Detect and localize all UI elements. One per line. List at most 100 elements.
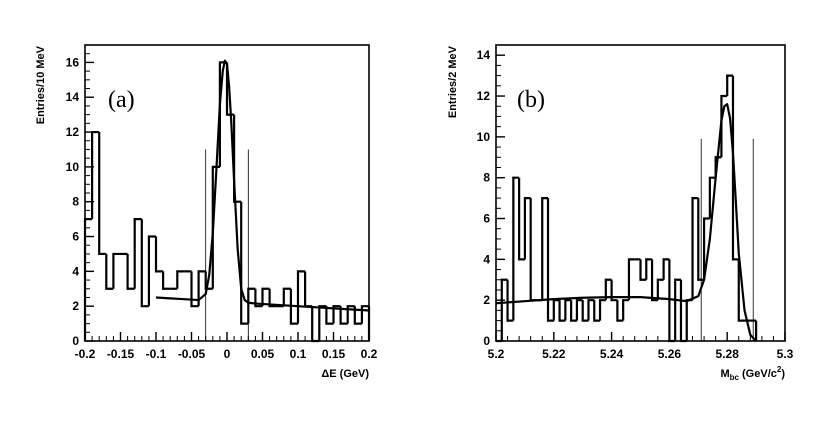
- a-x-tick-label: -0.2: [75, 347, 96, 361]
- b-bin: [587, 299, 595, 321]
- a-fit: [155, 59, 370, 312]
- b-bin: [500, 278, 508, 341]
- a-signal-window: [205, 149, 249, 341]
- a-bin: [332, 305, 341, 324]
- b-bin: [581, 300, 589, 322]
- b-y-tick-label: 2: [483, 293, 490, 307]
- a-bin: [147, 235, 156, 307]
- b-y-tick-label: 14: [477, 48, 491, 62]
- b-bin: [726, 74, 733, 97]
- a-bin: [282, 287, 291, 307]
- a-x-axis-label: ΔE (GeV): [321, 368, 369, 380]
- b-x-axis-label: Mbc (GeV/c2): [721, 365, 786, 382]
- a-bin: [197, 270, 206, 307]
- b-bin: [691, 197, 699, 301]
- a-bin: [325, 306, 334, 325]
- b-bin: [639, 259, 647, 281]
- b-bin: [720, 94, 728, 158]
- b-fit-curve: [495, 103, 757, 342]
- a-x-tick-label: 0.1: [290, 347, 307, 361]
- b-y-tick-label: 8: [483, 171, 490, 185]
- a-bin: [154, 236, 164, 273]
- b-axes: 5.2 5.22 5.24 5.26 5.28 5.3 0 2 4 6 8 10 12 14: [477, 44, 794, 361]
- a-bin: [339, 306, 348, 325]
- b-panel-label: (b): [517, 87, 545, 113]
- a-y-tick-label: 4: [72, 264, 79, 278]
- a-bin: [268, 288, 277, 308]
- b-x-tick-label: 5.2: [488, 347, 505, 361]
- b-bin: [570, 300, 577, 322]
- a-bin: [261, 287, 270, 307]
- b-x-label-main: M: [721, 368, 730, 380]
- a-bin: [353, 306, 362, 325]
- b-y-tick-label: 0: [483, 334, 490, 348]
- b-bin: [506, 279, 514, 322]
- a-y-tick-label: 14: [66, 90, 80, 104]
- b-bin: [604, 278, 612, 301]
- b-x-tick-label: 5.26: [658, 347, 682, 361]
- b-y-tick-label: 12: [477, 89, 491, 103]
- a-y-axis-label: Entries/10 MeV: [35, 45, 47, 124]
- b-signal-window: [700, 138, 754, 341]
- b-bin: [616, 300, 624, 322]
- b-bin: [731, 75, 739, 261]
- a-panel-label: (a): [108, 87, 135, 113]
- a-bin: [254, 288, 263, 308]
- b-bin: [546, 198, 554, 322]
- b-histogram: [496, 74, 758, 343]
- b-bin: [541, 197, 549, 301]
- a-histogram: [83, 61, 371, 343]
- a-bin: [126, 253, 135, 290]
- b-bin: [645, 258, 653, 280]
- b-y-tick-label: 4: [483, 252, 490, 266]
- a-x-tick-label: 0.2: [361, 347, 378, 361]
- b-x-tick-label: 5.28: [716, 347, 740, 361]
- a-x-tick-label: 0.05: [251, 347, 275, 361]
- a-bin: [112, 252, 121, 289]
- a-bin: [240, 201, 249, 325]
- a-bin: [318, 305, 327, 341]
- b-x-label-units: (GeV/c: [742, 368, 777, 380]
- b-plot-frame: [495, 44, 786, 342]
- a-x-tick-label: 0.15: [322, 347, 346, 361]
- panel-b: 5.2 5.22 5.24 5.26 5.28 5.3 0 2 4 6 8 10 12 14 (b) En…: [447, 44, 794, 382]
- b-bin: [564, 299, 572, 321]
- b-x-label-sub: bc: [730, 373, 740, 382]
- a-bin: [162, 271, 171, 290]
- a-y-tick-label: 0: [72, 334, 79, 348]
- b-bin: [697, 198, 705, 281]
- a-y-tick-label: 16: [66, 55, 80, 69]
- b-fit: [495, 103, 757, 342]
- a-y-tick-label: 6: [72, 230, 79, 244]
- b-bin: [656, 278, 664, 301]
- b-bin: [662, 258, 670, 280]
- a-y-tick-label: 12: [66, 125, 80, 139]
- b-bin: [627, 258, 635, 301]
- b-bin: [529, 198, 537, 302]
- a-bin: [289, 288, 298, 325]
- panel-a: -0.2 -0.15 -0.1 -0.05 0 0.05 0.1 0.15 0.2 0 2 4 6 8 10…: [35, 44, 378, 380]
- b-bin: [575, 299, 583, 321]
- a-y-tick-label: 2: [72, 299, 79, 313]
- a-bin: [140, 219, 149, 308]
- a-bin: [360, 305, 369, 324]
- a-bin: [346, 305, 355, 324]
- a-y-tick-label: 8: [72, 195, 79, 209]
- b-bin: [593, 300, 601, 322]
- b-y-tick-label: 6: [483, 212, 490, 226]
- b-x-label-sup: 2: [777, 365, 782, 374]
- a-axes: -0.2 -0.15 -0.1 -0.05 0 0.05 0.1 0.15 0.2 0 2 4 6 8 10…: [66, 44, 378, 361]
- a-bin: [98, 132, 107, 256]
- b-y-tick-label: 10: [477, 130, 491, 144]
- a-bin: [176, 270, 185, 289]
- b-bin: [518, 177, 525, 261]
- b-bin: [558, 300, 566, 322]
- b-bin: [685, 299, 693, 341]
- b-bin: [650, 259, 658, 302]
- a-x-tick-label: -0.1: [146, 347, 167, 361]
- b-x-tick-label: 5.22: [542, 347, 566, 361]
- a-bin: [105, 253, 114, 290]
- b-bin: [737, 259, 745, 322]
- b-bin: [622, 299, 629, 321]
